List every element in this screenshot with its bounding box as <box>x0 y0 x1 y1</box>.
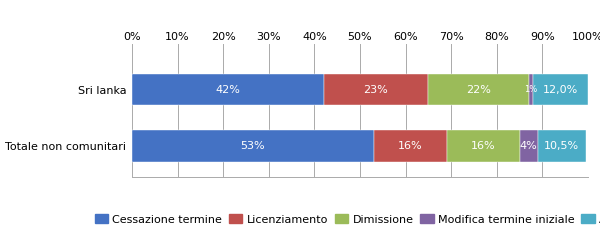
Text: 16%: 16% <box>471 141 496 151</box>
Text: 10,5%: 10,5% <box>544 141 580 151</box>
Text: 23%: 23% <box>364 85 388 94</box>
Text: 4%: 4% <box>520 141 538 151</box>
Text: 53%: 53% <box>241 141 265 151</box>
Text: 1%: 1% <box>524 85 538 94</box>
Bar <box>520 130 538 162</box>
Text: 12,0%: 12,0% <box>543 85 578 94</box>
Bar <box>428 74 529 105</box>
Bar <box>132 74 323 105</box>
Bar <box>446 130 520 162</box>
Bar <box>533 74 588 105</box>
Text: 22%: 22% <box>466 85 491 94</box>
Bar <box>132 130 374 162</box>
Bar <box>529 74 533 105</box>
Bar <box>374 130 446 162</box>
Bar <box>323 74 428 105</box>
Text: 42%: 42% <box>215 85 240 94</box>
Legend: Cessazione termine, Licenziamento, Dimissione, Modifica termine iniziale, Altre: Cessazione termine, Licenziamento, Dimis… <box>92 212 600 227</box>
Text: 16%: 16% <box>398 141 422 151</box>
Bar <box>538 130 586 162</box>
